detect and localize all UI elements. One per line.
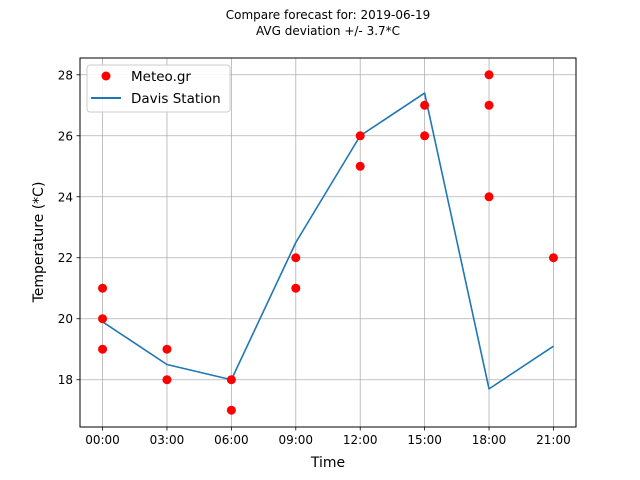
x-tick-label: 18:00 [472, 433, 507, 447]
plot-frame [79, 57, 577, 428]
x-axis-label: Time [310, 455, 345, 471]
chart-title: Compare forecast for: 2019-06-19 [226, 8, 430, 22]
meteo-point [548, 253, 558, 263]
legend-label-meteo: Meteo.gr [131, 69, 191, 85]
x-tick-label: 06:00 [214, 433, 249, 447]
meteo-point [420, 131, 430, 141]
plot-series [98, 70, 558, 415]
x-tick-label: 15:00 [407, 433, 442, 447]
y-tick-label: 22 [58, 251, 73, 265]
x-tick-label: 00:00 [85, 433, 120, 447]
meteo-point [355, 161, 365, 171]
axis-ticks: 00:00 03:00 06:00 09:00 12:00 15:00 18:00 21:00… [58, 68, 571, 447]
chart-subtitle: AVG deviation +/- 3.7*C [256, 24, 400, 38]
y-tick-label: 24 [58, 190, 73, 204]
meteo-point [162, 375, 172, 385]
meteo-point [226, 375, 236, 385]
legend-box [86, 64, 231, 113]
y-axis-label: Temperature (*C) [31, 182, 47, 304]
meteo-point [98, 344, 108, 354]
x-tick-label: 03:00 [150, 433, 185, 447]
y-tick-label: 26 [58, 129, 73, 143]
legend-marker-meteo [101, 71, 111, 81]
meteo-point [291, 253, 301, 263]
legend-label-davis: Davis Station [131, 91, 221, 107]
meteo-point [291, 283, 301, 293]
x-tick-label: 12:00 [343, 433, 378, 447]
meteo-point [484, 100, 494, 110]
grid [80, 58, 576, 427]
y-tick-label: 28 [58, 68, 73, 82]
meteo-point [420, 100, 430, 110]
x-tick-label: 09:00 [278, 433, 313, 447]
y-tick-label: 20 [58, 312, 73, 326]
meteo-point [484, 70, 494, 80]
meteo-point [484, 192, 494, 202]
meteo-point [98, 314, 108, 324]
meteo-point [355, 131, 365, 141]
y-tick-label: 18 [58, 373, 73, 387]
davis-station-line [102, 92, 554, 390]
meteo-point [98, 283, 108, 293]
meteo-point [226, 405, 236, 415]
legend: Meteo.gr Davis Station [86, 64, 231, 113]
meteo-point [162, 344, 172, 354]
x-tick-label: 21:00 [536, 433, 571, 447]
